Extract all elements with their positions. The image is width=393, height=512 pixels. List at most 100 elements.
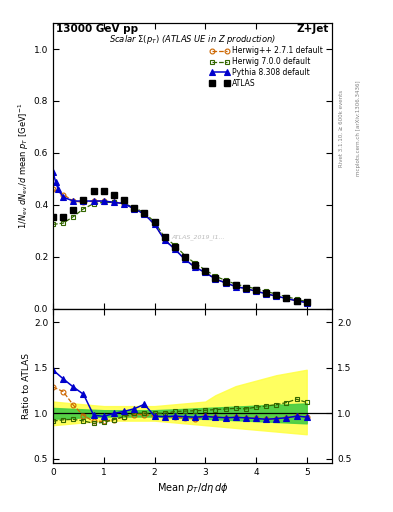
Herwig 7.0.0 default (71, 214, 76, 220)
Herwig++ 2.7.1 default (152, 221, 157, 227)
Herwig 7.0.0 default (61, 220, 66, 226)
Herwig 7.0.0 default (264, 288, 268, 294)
Pythia 8.308 default (304, 300, 309, 306)
Text: ATLAS_2019_I1...: ATLAS_2019_I1... (171, 234, 225, 240)
ATLAS (132, 204, 137, 210)
Text: Rivet 3.1.10, ≥ 600k events: Rivet 3.1.10, ≥ 600k events (339, 346, 344, 422)
ATLAS (152, 219, 157, 225)
ATLAS (304, 300, 309, 306)
Pythia 8.308 default (264, 291, 268, 297)
Y-axis label: $1/N_\mathrm{ev}$ $dN_\mathrm{ev}/d$ mean $p_T$ $[\mathrm{GeV}]^{-1}$: $1/N_\mathrm{ev}$ $dN_\mathrm{ev}/d$ mea… (17, 103, 31, 229)
Herwig 7.0.0 default (233, 281, 238, 287)
Herwig++ 2.7.1 default (304, 300, 309, 306)
Herwig 7.0.0 default (223, 277, 228, 283)
Herwig 7.0.0 default (183, 252, 187, 259)
ATLAS (112, 191, 116, 198)
Herwig 7.0.0 default (203, 267, 208, 273)
Herwig++ 2.7.1 default (112, 199, 116, 205)
ATLAS (213, 274, 218, 281)
Herwig++ 2.7.1 default (264, 291, 268, 297)
Herwig++ 2.7.1 default (203, 269, 208, 275)
Pythia 8.308 default (203, 269, 208, 275)
Pythia 8.308 default (122, 201, 127, 207)
Text: Scalar $\Sigma(p_T)$ (ATLAS UE in Z production): Scalar $\Sigma(p_T)$ (ATLAS UE in Z prod… (109, 33, 276, 46)
Herwig 7.0.0 default (274, 291, 279, 297)
Pythia 8.308 default (51, 169, 55, 176)
ATLAS (193, 262, 197, 268)
Pythia 8.308 default (112, 199, 116, 205)
Pythia 8.308 default (71, 198, 76, 204)
Herwig++ 2.7.1 default (122, 201, 127, 207)
Herwig 7.0.0 default (284, 293, 289, 300)
Herwig 7.0.0 default (142, 209, 147, 216)
Herwig 7.0.0 default (253, 286, 258, 292)
Herwig 7.0.0 default (122, 201, 127, 207)
ATLAS (91, 187, 96, 194)
Herwig 7.0.0 default (304, 298, 309, 305)
ATLAS (253, 287, 258, 293)
Line: Herwig++ 2.7.1 default: Herwig++ 2.7.1 default (51, 187, 309, 305)
Herwig++ 2.7.1 default (162, 237, 167, 243)
Text: mcplots.cern.ch [arXiv:1306.3436]: mcplots.cern.ch [arXiv:1306.3436] (356, 80, 361, 176)
Herwig++ 2.7.1 default (51, 186, 55, 193)
ATLAS (173, 243, 177, 249)
Pythia 8.308 default (183, 257, 187, 263)
Pythia 8.308 default (53, 179, 58, 185)
Herwig++ 2.7.1 default (193, 264, 197, 270)
Herwig 7.0.0 default (213, 273, 218, 280)
Pythia 8.308 default (284, 295, 289, 302)
Herwig++ 2.7.1 default (132, 206, 137, 212)
Pythia 8.308 default (213, 276, 218, 282)
Herwig++ 2.7.1 default (294, 298, 299, 304)
Pythia 8.308 default (101, 198, 106, 204)
Herwig++ 2.7.1 default (274, 293, 279, 299)
Herwig 7.0.0 default (244, 284, 248, 290)
ATLAS (183, 254, 187, 260)
Herwig 7.0.0 default (294, 296, 299, 302)
Herwig++ 2.7.1 default (284, 295, 289, 302)
Line: Herwig 7.0.0 default: Herwig 7.0.0 default (51, 200, 309, 304)
Y-axis label: Ratio to ATLAS: Ratio to ATLAS (22, 353, 31, 419)
ATLAS (244, 285, 248, 291)
Pythia 8.308 default (233, 284, 238, 290)
Pythia 8.308 default (274, 293, 279, 299)
ATLAS (51, 214, 55, 220)
Herwig 7.0.0 default (101, 199, 106, 205)
ATLAS (233, 283, 238, 289)
Pythia 8.308 default (223, 280, 228, 286)
ATLAS (61, 214, 66, 220)
ATLAS (223, 279, 228, 285)
Text: mcplots.cern.ch [arXiv:1306.3436]: mcplots.cern.ch [arXiv:1306.3436] (356, 336, 361, 432)
Pythia 8.308 default (244, 286, 248, 292)
ATLAS (274, 292, 279, 298)
Pythia 8.308 default (173, 246, 177, 252)
Text: Rivet 3.1.10, ≥ 600k events: Rivet 3.1.10, ≥ 600k events (339, 90, 344, 166)
ATLAS (81, 197, 86, 203)
Pythia 8.308 default (294, 298, 299, 304)
Pythia 8.308 default (193, 264, 197, 270)
Herwig 7.0.0 default (173, 242, 177, 248)
Text: 13000 GeV pp: 13000 GeV pp (56, 25, 138, 34)
Herwig++ 2.7.1 default (142, 211, 147, 217)
Herwig++ 2.7.1 default (173, 246, 177, 252)
Legend: Herwig++ 2.7.1 default, Herwig 7.0.0 default, Pythia 8.308 default, ATLAS: Herwig++ 2.7.1 default, Herwig 7.0.0 def… (208, 44, 325, 90)
Herwig 7.0.0 default (91, 201, 96, 207)
Pythia 8.308 default (132, 206, 137, 212)
ATLAS (142, 209, 147, 216)
Herwig++ 2.7.1 default (183, 257, 187, 263)
Herwig 7.0.0 default (51, 221, 55, 227)
Herwig++ 2.7.1 default (61, 191, 66, 198)
Herwig++ 2.7.1 default (71, 198, 76, 204)
Herwig++ 2.7.1 default (223, 280, 228, 286)
Line: Pythia 8.308 default: Pythia 8.308 default (50, 169, 310, 305)
ATLAS (294, 297, 299, 304)
Herwig 7.0.0 default (132, 204, 137, 210)
Herwig++ 2.7.1 default (101, 198, 106, 204)
Herwig 7.0.0 default (193, 260, 197, 266)
Pythia 8.308 default (56, 186, 61, 193)
Text: Z+Jet: Z+Jet (297, 25, 329, 34)
Herwig 7.0.0 default (152, 219, 157, 225)
ATLAS (71, 207, 76, 213)
ATLAS (122, 197, 127, 203)
ATLAS (203, 268, 208, 274)
